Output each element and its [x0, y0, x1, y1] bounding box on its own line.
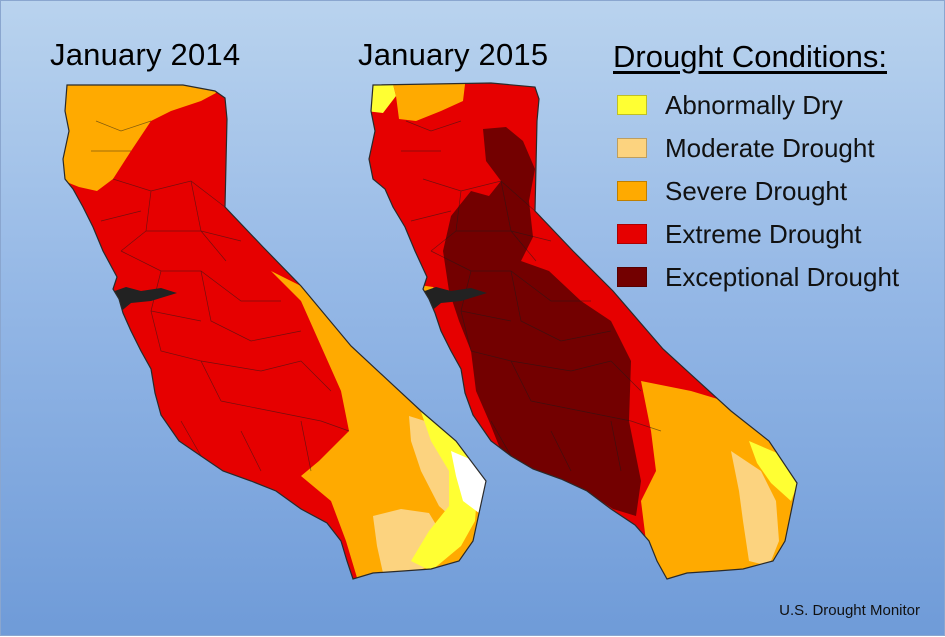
bay-water — [109, 287, 177, 313]
legend-item-exceptional-drought: Exceptional Drought — [617, 261, 900, 292]
swatch-severe-drought — [617, 181, 647, 201]
severe-drought-zone — [391, 83, 466, 121]
legend-item-moderate-drought: Moderate Drought — [617, 132, 875, 163]
legend-label: Exceptional Drought — [665, 261, 900, 292]
source-credit: U.S. Drought Monitor — [779, 602, 920, 619]
exceptional-drought-zone — [443, 127, 641, 516]
legend-label: Abnormally Dry — [665, 89, 843, 120]
moderate-drought-zone — [731, 451, 779, 566]
map-title-2015: January 2015 — [358, 37, 549, 72]
legend-item-severe-drought: Severe Drought — [617, 175, 848, 206]
legend-label: Extreme Drought — [665, 218, 862, 249]
swatch-extreme-drought — [617, 224, 647, 244]
abnormally-dry-zone — [749, 441, 797, 501]
bay-water — [419, 287, 487, 313]
swatch-abnormally-dry — [617, 95, 647, 115]
legend-label: Moderate Drought — [665, 132, 875, 163]
severe-drought-zone — [63, 85, 216, 191]
swatch-exceptional-drought — [617, 267, 647, 287]
legend-item-abnormally-dry: Abnormally Dry — [617, 89, 843, 120]
severe-drought-zone — [271, 271, 486, 579]
swatch-moderate-drought — [617, 138, 647, 158]
map-title-2014: January 2014 — [50, 37, 241, 72]
legend-label: Severe Drought — [665, 175, 848, 206]
legend-title: Drought Conditions: — [613, 39, 887, 74]
legend-item-extreme-drought: Extreme Drought — [617, 218, 862, 249]
